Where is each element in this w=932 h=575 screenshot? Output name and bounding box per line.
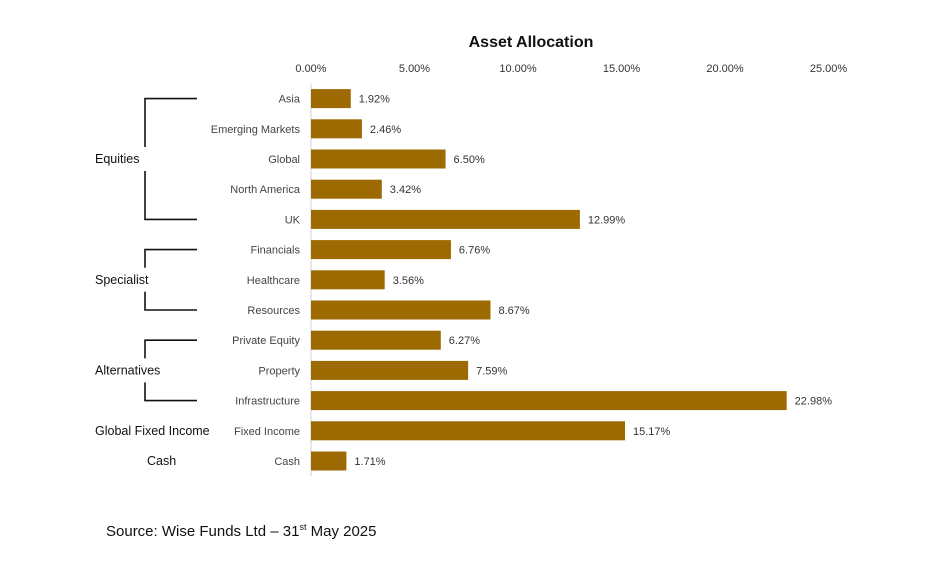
data-label: 1.71%	[354, 456, 385, 468]
x-tick-label: 20.00%	[706, 63, 744, 75]
data-label: 6.50%	[454, 154, 485, 166]
source-suffix: May 2025	[306, 523, 377, 540]
category-label: Asia	[279, 94, 301, 106]
group-label: Cash	[147, 454, 176, 468]
bar	[311, 149, 446, 169]
data-label: 1.92%	[359, 94, 390, 106]
group-label: Equities	[95, 152, 139, 166]
group-bracket	[144, 291, 197, 311]
bar	[311, 179, 382, 199]
data-label: 22.98%	[795, 396, 833, 408]
data-label: 3.42%	[390, 184, 421, 196]
category-label: Emerging Markets	[211, 124, 301, 136]
group-bracket	[144, 339, 197, 359]
data-label: 7.59%	[476, 365, 507, 377]
group-label: Alternatives	[95, 363, 160, 377]
group-labels: Equities Specialist Alternatives Global Fix…	[95, 97, 210, 468]
category-label: Private Equity	[232, 335, 300, 347]
bar	[311, 360, 469, 380]
category-label: Healthcare	[247, 275, 300, 287]
data-label: 6.76%	[459, 245, 490, 257]
category-labels: Asia Emerging Markets Global North America U…	[211, 94, 301, 468]
bar	[311, 330, 441, 350]
x-axis-ticks: 0.00% 5.00% 10.00% 15.00% 20.00% 25.00%	[295, 63, 847, 75]
bar	[311, 451, 347, 471]
data-label: 2.46%	[370, 124, 401, 136]
bar	[311, 300, 491, 320]
x-tick-label: 0.00%	[295, 63, 326, 75]
x-tick-label: 15.00%	[603, 63, 641, 75]
data-label: 3.56%	[393, 275, 424, 287]
category-label: Property	[258, 365, 300, 377]
source-ordinal: st	[299, 522, 307, 532]
group-bracket	[144, 97, 197, 147]
category-label: Cash	[274, 456, 300, 468]
group-label: Global Fixed Income	[95, 424, 210, 438]
group-label: Specialist	[95, 273, 149, 287]
source-prefix: Source: Wise Funds Ltd – 31	[106, 523, 300, 540]
x-tick-label: 10.00%	[499, 63, 537, 75]
data-label: 12.99%	[588, 214, 626, 226]
chart-title: Asset Allocation	[469, 34, 594, 51]
bar	[311, 240, 451, 260]
category-label: Resources	[247, 305, 300, 317]
category-label: Infrastructure	[235, 396, 300, 408]
bar	[311, 270, 385, 290]
group-bracket	[144, 171, 197, 221]
x-tick-label: 25.00%	[810, 63, 848, 75]
group-bracket	[144, 248, 197, 268]
data-label: 15.17%	[633, 426, 671, 438]
x-tick-label: 5.00%	[399, 63, 430, 75]
category-label: North America	[230, 184, 301, 196]
data-labels: 1.92% 2.46% 6.50% 3.42% 12.99% 6.76% 3.56% 8.67…	[354, 94, 832, 468]
bar	[311, 391, 787, 411]
category-label: UK	[285, 214, 301, 226]
data-label: 6.27%	[449, 335, 480, 347]
bars	[311, 89, 787, 471]
bar	[311, 119, 362, 139]
group-bracket	[144, 382, 197, 402]
bar	[311, 209, 580, 229]
category-label: Financials	[250, 245, 300, 257]
category-label: Fixed Income	[234, 426, 300, 438]
source-note: Source: Wise Funds Ltd – 31st May 2025	[106, 522, 377, 540]
bar	[311, 421, 626, 441]
data-label: 8.67%	[498, 305, 529, 317]
bar	[311, 89, 351, 109]
category-label: Global	[268, 154, 300, 166]
